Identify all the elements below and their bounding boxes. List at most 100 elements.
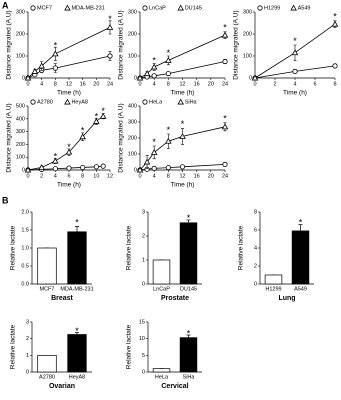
x-tick-label: HeLa: [155, 374, 169, 380]
x-tick-label: 8: [333, 81, 336, 87]
y-axis-label: Relative lactate: [238, 225, 245, 270]
y-tick-label: 2: [254, 263, 257, 269]
x-axis-label: Breast: [51, 295, 73, 302]
y-tick-label: 0: [22, 75, 25, 81]
legend-marker: [64, 4, 71, 11]
marker: [150, 63, 158, 70]
y-tick-label: 0: [142, 281, 145, 287]
legend-marker: [177, 4, 184, 11]
legend-marker: [142, 99, 148, 105]
annotation: *: [293, 36, 297, 46]
error-bar: [186, 219, 191, 223]
x-tick-label: 8: [167, 81, 170, 87]
marker: [65, 148, 73, 155]
marker: [165, 56, 172, 63]
y-tick-label: 300: [128, 9, 137, 15]
x-tick-label: 10: [93, 173, 99, 179]
x-tick-label: 8: [81, 173, 84, 179]
x-tick-label: 6: [313, 81, 316, 87]
legend-label: HeyA8: [71, 99, 88, 105]
x-tick-label: 16: [194, 173, 200, 179]
y-tick-label: 500: [16, 103, 25, 109]
x-tick-label: 4: [153, 173, 156, 179]
y-tick-label: 0: [142, 369, 145, 375]
marker: [165, 165, 171, 171]
bar: [179, 222, 198, 285]
x-axis-label: Time (h): [57, 182, 81, 189]
x-tick-label: A2780: [39, 374, 55, 380]
marker: [150, 148, 158, 155]
x-tick-label: HeyA8: [69, 374, 86, 380]
annotation: *: [167, 48, 171, 58]
x-tick-label: 20: [93, 81, 99, 87]
annotation: *: [81, 125, 85, 135]
y-tick-label: 300: [16, 9, 25, 15]
x-tick-label: 16: [80, 81, 86, 87]
annotation: *: [152, 56, 156, 66]
legend-label: HeLa: [149, 99, 163, 105]
bar: [37, 247, 57, 285]
marker: [106, 23, 114, 30]
marker: [165, 71, 171, 77]
y-tick-label: 400: [16, 116, 25, 122]
x-axis-label: Prostate: [161, 295, 189, 302]
y-axis-label: Distance migrated (A.U): [6, 103, 13, 172]
annotation: *: [75, 217, 79, 227]
x-axis-label: Time (h): [171, 182, 195, 189]
x-tick-label: 4: [54, 173, 57, 179]
legend-label: MCF7: [37, 5, 52, 11]
annotation: *: [54, 152, 58, 162]
y-tick-label: 300: [243, 9, 252, 15]
x-tick-label: 0: [26, 173, 29, 179]
marker: [179, 164, 186, 170]
marker: [179, 132, 186, 139]
annotation: *: [54, 40, 58, 50]
x-tick-label: H1299: [265, 286, 281, 292]
y-tick-label: 0: [26, 369, 29, 375]
marker: [79, 133, 86, 140]
annotation: *: [223, 23, 227, 33]
marker: [93, 164, 99, 170]
annotation: *: [75, 326, 79, 336]
y-tick-label: 1.0: [21, 245, 29, 251]
marker: [52, 65, 58, 71]
y-tick-label: 0: [134, 167, 137, 173]
marker: [31, 67, 39, 74]
legend-marker: [142, 5, 148, 11]
legend-label: SiHa: [185, 99, 198, 105]
y-tick-label: 100: [243, 53, 252, 59]
marker: [38, 164, 45, 170]
x-tick-label: 24: [222, 173, 228, 179]
x-axis-label: Lung: [278, 295, 295, 302]
marker: [24, 166, 32, 173]
y-tick-label: 200: [128, 135, 137, 141]
marker: [66, 165, 72, 171]
y-tick-label: 300: [128, 119, 137, 125]
marker: [136, 166, 144, 173]
legend-marker: [290, 4, 297, 11]
y-axis-label: Relative lactate: [126, 225, 133, 270]
x-axis-label: Time (h): [171, 90, 195, 97]
y-tick-label: 1: [26, 353, 29, 359]
x-tick-label: 24: [222, 81, 228, 87]
annotation: *: [67, 142, 71, 152]
x-tick-label: 24: [107, 81, 113, 87]
panel-label: B: [2, 195, 9, 205]
bar: [152, 259, 171, 285]
y-axis-label: Distance migrated (A.U): [118, 103, 125, 172]
x-tick-label: 2: [273, 81, 276, 87]
marker: [99, 112, 107, 119]
marker: [38, 62, 45, 69]
marker: [221, 31, 229, 38]
error-bar: [186, 334, 191, 338]
y-axis-label: Relative lactate: [10, 225, 17, 270]
y-tick-label: 400: [128, 103, 137, 109]
annotation: *: [299, 217, 303, 227]
panel-label: A: [2, 0, 9, 10]
y-tick-label: 200: [128, 31, 137, 37]
legend-marker: [177, 98, 184, 105]
marker: [251, 74, 259, 81]
y-tick-label: 15: [139, 319, 145, 325]
x-tick-label: 4: [40, 81, 43, 87]
y-tick-label: 200: [16, 31, 25, 37]
